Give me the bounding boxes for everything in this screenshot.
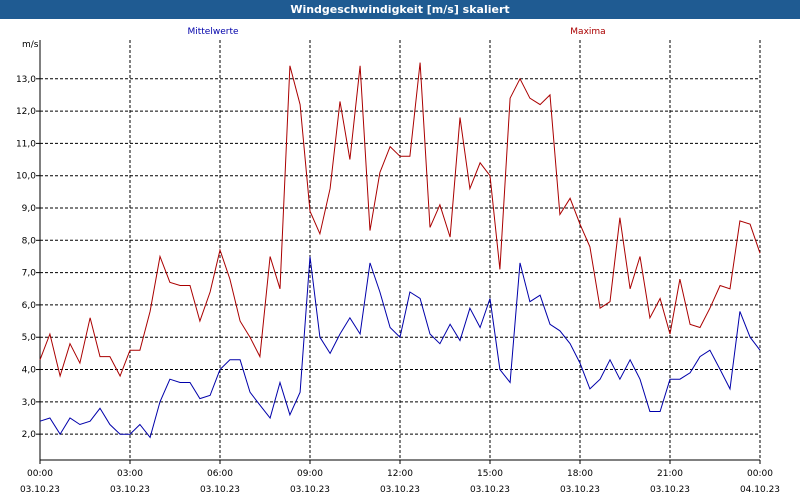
x-tick-time-label: 18:00 xyxy=(567,469,593,479)
x-tick-date-label: 03.10.23 xyxy=(560,485,600,495)
x-tick-date-label: 04.10.23 xyxy=(740,485,780,495)
x-tick-time-label: 00:00 xyxy=(27,469,53,479)
x-tick-date-label: 03.10.23 xyxy=(380,485,420,495)
x-tick-date-label: 03.10.23 xyxy=(20,485,60,495)
x-tick-date-label: 03.10.23 xyxy=(200,485,240,495)
x-tick-time-label: 06:00 xyxy=(207,469,233,479)
x-tick-date-label: 03.10.23 xyxy=(470,485,510,495)
wind-speed-chart: 2,0 3,0 4,0 5,0 6,0 7,0 8,0 9,0 10,0 11,0 12,0 13,0… xyxy=(16,27,780,495)
legend-entry-mittelwerte: Mittelwerte xyxy=(187,27,238,37)
y-tick-label: 5,0 xyxy=(22,333,37,343)
x-tick-date-label: 03.10.23 xyxy=(110,485,150,495)
x-tick-date-label: 03.10.23 xyxy=(290,485,330,495)
y-tick-label: 2,0 xyxy=(22,430,37,440)
y-axis-label: m/s xyxy=(22,40,39,50)
y-tick-label: 13,0 xyxy=(16,75,36,85)
y-tick-label: 3,0 xyxy=(22,398,37,408)
x-tick-date-label: 03.10.23 xyxy=(650,485,690,495)
chart-title-bar: Windgeschwindigkeit [m/s] skaliert xyxy=(0,0,800,19)
x-axis: 00:00 03.10.23 03:00 03.10.23 06:00 03.10.23 0… xyxy=(20,460,780,495)
y-tick-label: 6,0 xyxy=(22,301,37,311)
y-axis: 2,0 3,0 4,0 5,0 6,0 7,0 8,0 9,0 10,0 11,0 12,0 13,0 xyxy=(16,75,40,440)
x-tick-time-label: 09:00 xyxy=(297,469,323,479)
grid xyxy=(40,40,761,460)
x-tick-time-label: 03:00 xyxy=(117,469,143,479)
y-tick-label: 8,0 xyxy=(22,236,37,246)
x-tick-time-label: 15:00 xyxy=(477,469,503,479)
y-tick-label: 9,0 xyxy=(22,204,37,214)
y-tick-label: 7,0 xyxy=(22,269,37,279)
series-lines xyxy=(39,62,761,439)
y-tick-label: 4,0 xyxy=(22,366,37,376)
y-tick-label: 12,0 xyxy=(16,107,36,117)
x-tick-time-label: 12:00 xyxy=(387,469,413,479)
series-line-mittelwerte xyxy=(39,256,761,439)
x-tick-time-label: 21:00 xyxy=(657,469,683,479)
y-tick-label: 11,0 xyxy=(16,139,36,149)
series-line-maxima xyxy=(39,62,761,378)
legend-entry-maxima: Maxima xyxy=(570,27,605,37)
legend: Mittelwerte Maxima xyxy=(187,27,605,37)
y-tick-label: 10,0 xyxy=(16,172,36,182)
x-tick-time-label: 00:00 xyxy=(747,469,773,479)
